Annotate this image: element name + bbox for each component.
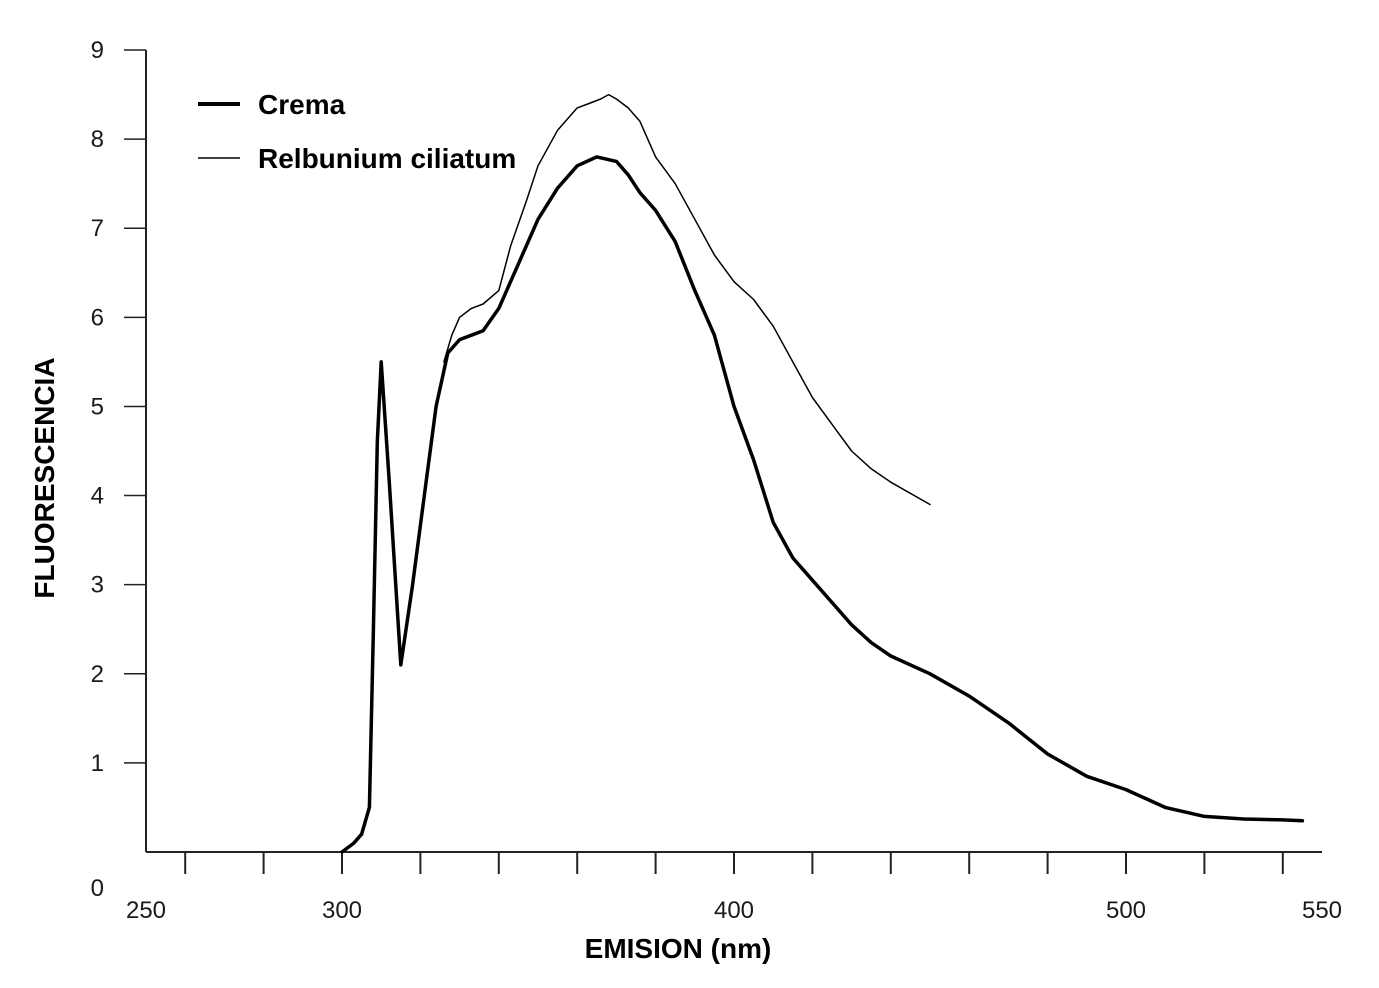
y-tick-label-8: 8	[91, 126, 104, 153]
x-tick-label-500: 500	[1106, 897, 1146, 924]
y-tick-label-1: 1	[91, 750, 104, 777]
x-tick-label-300: 300	[322, 897, 362, 924]
x-tick-label-400: 400	[714, 897, 754, 924]
y-tick-label-3: 3	[91, 572, 104, 599]
y-axis-title: FLUORESCENCIA	[29, 357, 60, 598]
series-line-crema	[340, 155, 1305, 854]
y-tick-label-7: 7	[91, 215, 104, 242]
x-tick-label-250: 250	[126, 897, 166, 924]
legend-label-relbunium: Relbunium ciliatum	[258, 143, 516, 174]
x-axis-title: EMISION (nm)	[585, 933, 772, 964]
y-tick-label-4: 4	[91, 483, 104, 510]
y-tick-label-6: 6	[91, 304, 104, 331]
series-line-relbunium-ciliatum	[443, 93, 931, 506]
ticks-layer: 0 1 2 3 4 5 6 7 8 9 250 300 400 500 550	[91, 37, 1342, 924]
y-tick-label-2: 2	[91, 661, 104, 688]
y-tick-label-9: 9	[91, 37, 104, 64]
y-tick-label-5: 5	[91, 393, 104, 420]
legend: Crema Relbunium ciliatum	[198, 89, 516, 174]
series-layer	[340, 93, 1305, 854]
legend-label-crema: Crema	[258, 89, 346, 120]
y-tick-label-0: 0	[91, 875, 104, 902]
x-tick-label-550: 550	[1302, 897, 1342, 924]
